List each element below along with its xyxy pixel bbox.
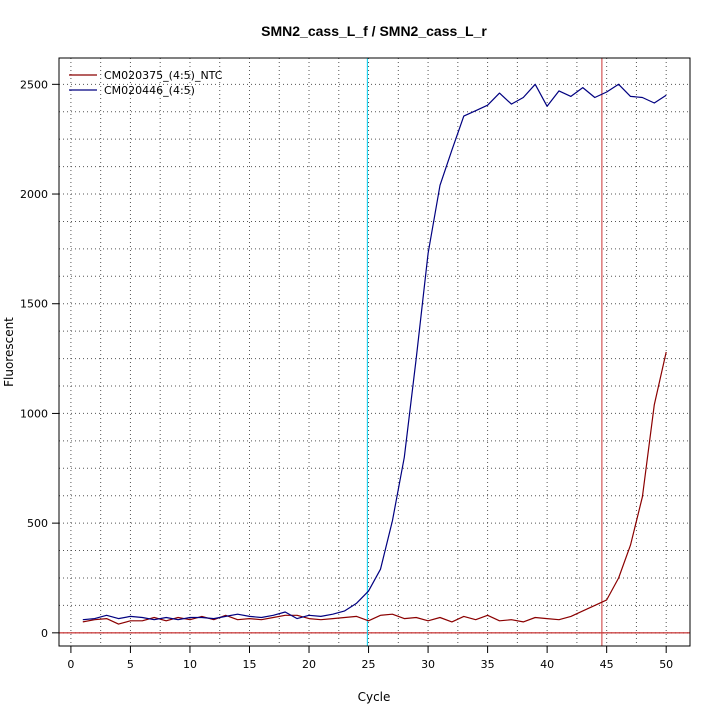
legend: CM020375_(4:5)_NTC CM020446_(4:5) — [69, 69, 223, 97]
x-axis-label: Cycle — [358, 690, 391, 704]
plot-frame — [58, 57, 691, 647]
x-tick-label: 0 — [67, 658, 74, 671]
series — [82, 83, 667, 625]
x-tick-label: 45 — [600, 658, 614, 671]
x-tick-label: 30 — [421, 658, 435, 671]
x-tick-label: 15 — [242, 658, 256, 671]
y-axis-label: Fluorescent — [2, 317, 16, 387]
x-tick-label: 20 — [302, 658, 316, 671]
x-tick-label: 25 — [362, 658, 376, 671]
y-tick-label: 2500 — [20, 78, 48, 91]
x-tick-label: 35 — [481, 658, 495, 671]
x-tick-label: 50 — [659, 658, 673, 671]
chart-title: SMN2_cass_L_f / SMN2_cass_L_r — [261, 23, 487, 39]
series-line-1 — [82, 83, 667, 621]
y-tick-label: 1500 — [20, 298, 48, 311]
series-line-0 — [82, 351, 667, 625]
y-tick-label: 1000 — [20, 407, 48, 420]
grid — [59, 58, 690, 646]
x-tick-label: 40 — [540, 658, 554, 671]
reference-lines — [59, 58, 690, 646]
y-tick-label: 0 — [41, 627, 48, 640]
legend-label-1: CM020446_(4:5) — [104, 84, 195, 97]
y-tick-label: 2000 — [20, 188, 48, 201]
y-tick-label: 500 — [27, 517, 48, 530]
x-tick-label: 10 — [183, 658, 197, 671]
legend-label-0: CM020375_(4:5)_NTC — [104, 69, 223, 82]
x-tick-label: 5 — [127, 658, 134, 671]
